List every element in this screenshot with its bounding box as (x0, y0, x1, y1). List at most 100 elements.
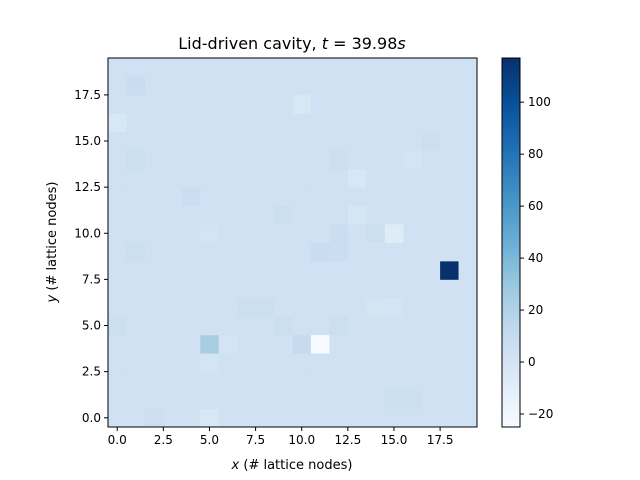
heatmap-cell (458, 316, 478, 336)
heatmap-cell (403, 279, 423, 299)
heatmap-cell (126, 76, 146, 96)
chart-title: Lid-driven cavity, t = 39.98s (178, 34, 405, 53)
heatmap-cell (440, 260, 459, 280)
heatmap-cell (384, 242, 404, 262)
heatmap-cell (292, 390, 312, 409)
heatmap-cell (218, 316, 238, 336)
heatmap-cell (218, 205, 238, 225)
heatmap-cell (310, 408, 330, 428)
heatmap-cell (310, 334, 330, 354)
heatmap-cell (274, 58, 293, 77)
title-equals: = (328, 34, 352, 53)
heatmap-cell (310, 150, 330, 170)
heatmap-cell (163, 297, 183, 317)
heatmap-cell (421, 279, 441, 299)
heatmap-cell (237, 113, 256, 133)
heatmap-cell (163, 94, 183, 114)
heatmap-cell (458, 205, 478, 225)
heatmap-cell (255, 224, 275, 243)
heatmap-cell (126, 297, 146, 317)
y-axis-label: y (# lattice nodes) (45, 182, 60, 304)
heatmap-cell (255, 260, 275, 280)
heatmap-cell (421, 297, 441, 317)
heatmap-cell (384, 224, 404, 243)
y-tick-label: 10.0 (74, 226, 101, 240)
heatmap-cell (366, 371, 386, 391)
heatmap-cells (108, 58, 478, 428)
x-tick-label: 10.0 (288, 433, 315, 447)
heatmap-cell (237, 371, 256, 391)
heatmap-cell (163, 334, 183, 354)
heatmap-cell (310, 260, 330, 280)
heatmap-cell (292, 94, 312, 114)
heatmap-cell (403, 113, 423, 133)
heatmap-cell (440, 187, 459, 206)
heatmap-cell (366, 279, 386, 299)
heatmap-cell (458, 131, 478, 151)
heatmap-cell (144, 260, 164, 280)
heatmap-cell (440, 408, 459, 428)
heatmap-cell (181, 297, 201, 317)
heatmap-cell (329, 390, 349, 409)
heatmap-cell (292, 334, 312, 354)
heatmap-cell (144, 224, 164, 243)
heatmap-cell (384, 76, 404, 96)
heatmap-cell (440, 390, 459, 409)
heatmap-cell (310, 58, 330, 77)
heatmap-cell (126, 353, 146, 373)
heatmap-cell (421, 168, 441, 188)
x-axis-ticks: 0.0 2.5 5.0 7.5 10.0 12.5 15.0 17.5 (108, 427, 454, 447)
colorbar-tick-label: 80 (528, 147, 543, 161)
heatmap-cell (255, 168, 275, 188)
colorbar-tick-label: 20 (528, 303, 543, 317)
heatmap-cell (255, 113, 275, 133)
heatmap-cell (274, 334, 293, 354)
heatmap-cell (144, 371, 164, 391)
heatmap-cell (458, 408, 478, 428)
heatmap-cell (255, 279, 275, 299)
heatmap-cell (237, 316, 256, 336)
heatmap-cell (347, 187, 367, 206)
heatmap-cell (108, 58, 127, 77)
heatmap-cell (440, 76, 459, 96)
colorbar-tick-label: 0 (528, 355, 536, 369)
heatmap-cell (200, 353, 220, 373)
heatmap-cell (108, 205, 127, 225)
heatmap-cell (274, 113, 293, 133)
heatmap-cell (366, 260, 386, 280)
heatmap-cell (163, 279, 183, 299)
heatmap-cell (458, 371, 478, 391)
heatmap-cell (237, 58, 256, 77)
heatmap-cell (310, 353, 330, 373)
heatmap-cell (108, 187, 127, 206)
y-tick-label: 15.0 (74, 134, 101, 148)
heatmap-cell (108, 224, 127, 243)
heatmap-cell (163, 242, 183, 262)
heatmap-cell (347, 279, 367, 299)
x-tick-label: 17.5 (427, 433, 454, 447)
heatmap-cell (274, 242, 293, 262)
heatmap-cell (384, 279, 404, 299)
heatmap-cell (126, 279, 146, 299)
heatmap-cell (144, 390, 164, 409)
heatmap-cell (255, 408, 275, 428)
heatmap-cell (384, 58, 404, 77)
heatmap-cell (200, 279, 220, 299)
heatmap-cell (440, 371, 459, 391)
heatmap-cell (347, 390, 367, 409)
x-tick-label: 5.0 (200, 433, 219, 447)
heatmap-cell (440, 131, 459, 151)
heatmap-cell (181, 224, 201, 243)
heatmap-cell (421, 58, 441, 77)
heatmap-cell (144, 76, 164, 96)
heatmap-cell (310, 168, 330, 188)
heatmap-cell (421, 334, 441, 354)
heatmap-cell (440, 334, 459, 354)
heatmap-cell (347, 94, 367, 114)
heatmap-cell (181, 316, 201, 336)
heatmap-cell (144, 113, 164, 133)
heatmap-cell (108, 371, 127, 391)
heatmap-cell (329, 94, 349, 114)
heatmap-cell (292, 224, 312, 243)
